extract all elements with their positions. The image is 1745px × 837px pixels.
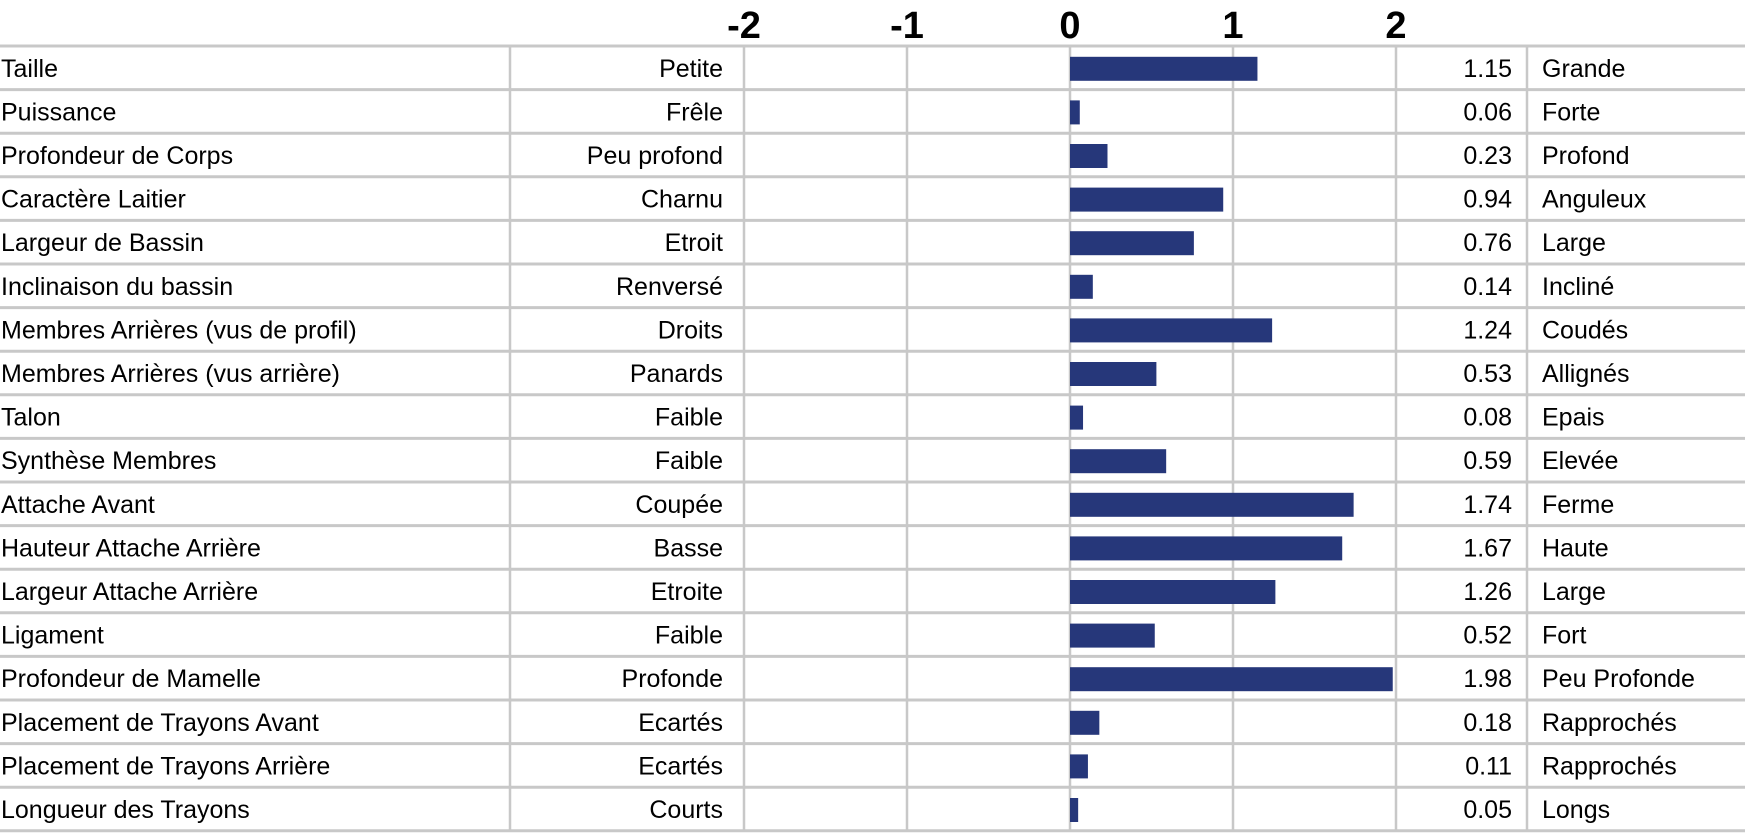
x-tick-label: 1 — [1222, 5, 1243, 47]
value-label: 1.74 — [1463, 491, 1512, 519]
category-label: Profondeur de Corps — [1, 142, 233, 170]
bar — [1070, 798, 1079, 822]
category-label: Placement de Trayons Avant — [1, 709, 319, 737]
bars — [1070, 56, 1393, 822]
value-label: 0.52 — [1463, 622, 1512, 650]
value-label: 1.67 — [1463, 534, 1512, 562]
low-pole-label: Droits — [658, 316, 723, 344]
high-pole-label: Large — [1542, 578, 1606, 606]
value-label: 0.53 — [1463, 360, 1512, 388]
value-label: 0.59 — [1463, 447, 1512, 475]
category-label: Longueur des Trayons — [1, 796, 250, 824]
value-label: 1.98 — [1463, 665, 1512, 693]
low-pole-label: Ecartés — [638, 752, 723, 780]
bar — [1070, 536, 1343, 561]
high-pole-label: Allignés — [1542, 360, 1630, 388]
value-label: 1.24 — [1463, 316, 1512, 344]
high-pole-label: Forte — [1542, 98, 1600, 126]
high-pole-label: Peu Profonde — [1542, 665, 1695, 693]
value-label: 0.08 — [1463, 404, 1512, 432]
bar — [1070, 667, 1393, 692]
high-pole-label: Rapprochés — [1542, 752, 1677, 780]
x-tick-label: -1 — [890, 5, 924, 47]
category-label: Largeur de Bassin — [1, 229, 204, 257]
high-pole-label: Coudés — [1542, 316, 1628, 344]
category-label: Hauteur Attache Arrière — [1, 534, 261, 562]
low-pole-label: Faible — [655, 404, 723, 432]
value-label: 1.15 — [1463, 55, 1512, 83]
value-label: 0.05 — [1463, 796, 1512, 824]
high-pole-label: Epais — [1542, 404, 1605, 432]
bar — [1070, 100, 1080, 125]
x-tick-label: 0 — [1059, 5, 1080, 47]
value-label: 0.14 — [1463, 273, 1512, 301]
bar — [1070, 405, 1084, 430]
category-label: Membres Arrières (vus arrière) — [1, 360, 340, 388]
category-label: Taille — [1, 55, 58, 83]
category-label: Inclinaison du bassin — [1, 273, 233, 301]
bar — [1070, 56, 1258, 81]
low-pole-label: Charnu — [641, 186, 723, 214]
value-label: 0.94 — [1463, 186, 1512, 214]
bar — [1070, 144, 1108, 168]
low-pole-label: Peu profond — [587, 142, 723, 170]
grid-lines — [0, 44, 1745, 833]
value-label: 0.23 — [1463, 142, 1512, 170]
high-pole-label: Grande — [1542, 55, 1625, 83]
low-pole-label: Petite — [659, 55, 723, 83]
category-label: Largeur Attache Arrière — [1, 578, 258, 606]
low-pole-label: Basse — [654, 534, 723, 562]
low-pole-label: Ecartés — [638, 709, 723, 737]
value-label: 0.18 — [1463, 709, 1512, 737]
bar — [1070, 623, 1155, 648]
value-label: 0.06 — [1463, 98, 1512, 126]
value-label: 1.26 — [1463, 578, 1512, 606]
category-label: Ligament — [1, 622, 104, 650]
high-pole-label: Elevée — [1542, 447, 1618, 475]
high-pole-label: Fort — [1542, 622, 1587, 650]
low-pole-label: Etroit — [665, 229, 723, 257]
category-label: Puissance — [1, 98, 116, 126]
low-pole-label: Profonde — [622, 665, 723, 693]
low-pole-label: Courts — [649, 796, 723, 824]
bar — [1070, 274, 1093, 299]
bar — [1070, 187, 1224, 212]
low-pole-label: Coupée — [635, 491, 723, 519]
category-label: Caractère Laitier — [1, 186, 186, 214]
low-pole-label: Panards — [630, 360, 723, 388]
value-label: 0.76 — [1463, 229, 1512, 257]
category-label: Talon — [1, 404, 61, 432]
bar — [1070, 231, 1194, 256]
bar — [1070, 580, 1276, 604]
bar — [1070, 318, 1273, 343]
category-label: Membres Arrières (vus de profil) — [1, 316, 357, 344]
category-label: Synthèse Membres — [1, 447, 216, 475]
value-label: 0.11 — [1465, 752, 1512, 780]
category-label: Placement de Trayons Arrière — [1, 752, 330, 780]
labels: -2 -1 0 1 2 Taille Petite 1.15 Grande Puissance Fr… — [1, 5, 1695, 824]
high-pole-label: Rapprochés — [1542, 709, 1677, 737]
category-label: Attache Avant — [1, 491, 155, 519]
bar — [1070, 362, 1157, 386]
x-tick-label: 2 — [1385, 5, 1406, 47]
low-pole-label: Renversé — [616, 273, 723, 301]
high-pole-label: Incliné — [1542, 273, 1614, 301]
high-pole-label: Haute — [1542, 534, 1609, 562]
high-pole-label: Anguleux — [1542, 186, 1647, 214]
high-pole-label: Profond — [1542, 142, 1630, 170]
bar — [1070, 754, 1088, 779]
high-pole-label: Large — [1542, 229, 1606, 257]
category-label: Profondeur de Mamelle — [1, 665, 261, 693]
low-pole-label: Frêle — [666, 98, 723, 126]
x-tick-label: -2 — [727, 5, 761, 47]
low-pole-label: Faible — [655, 622, 723, 650]
high-pole-label: Longs — [1542, 796, 1610, 824]
bar — [1070, 710, 1100, 735]
bar — [1070, 492, 1354, 517]
bar — [1070, 449, 1167, 474]
low-pole-label: Etroite — [651, 578, 723, 606]
low-pole-label: Faible — [655, 447, 723, 475]
high-pole-label: Ferme — [1542, 491, 1614, 519]
